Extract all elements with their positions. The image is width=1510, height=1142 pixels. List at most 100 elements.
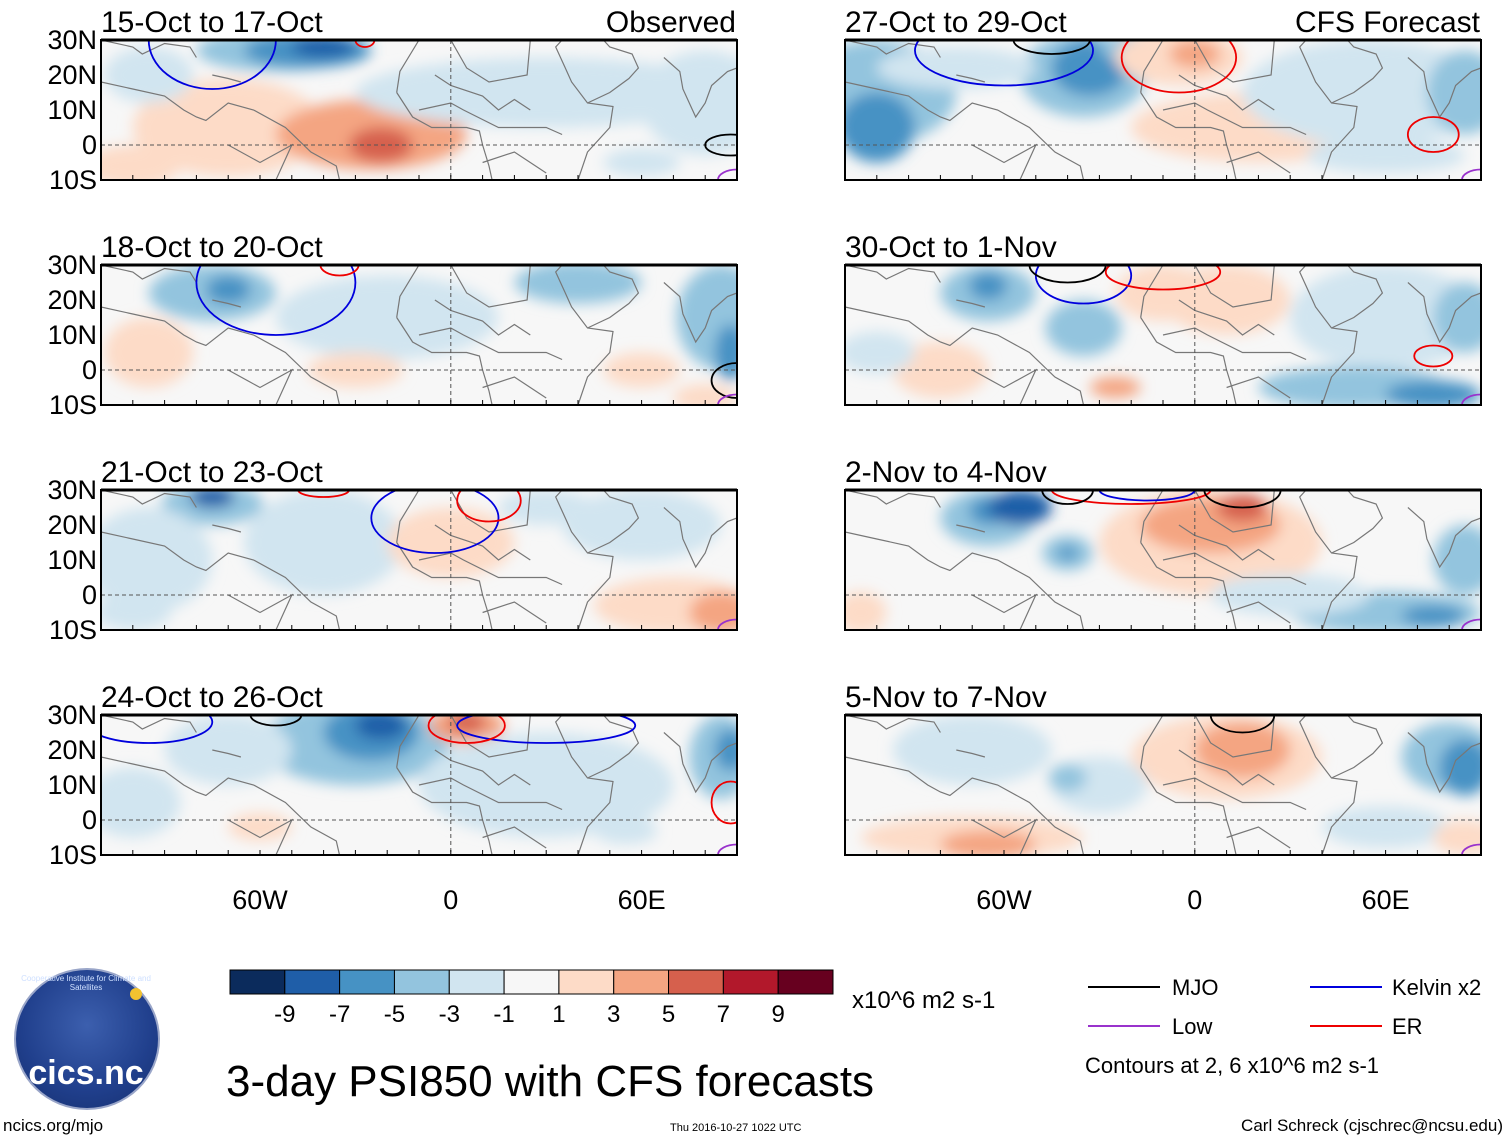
border-line <box>227 368 294 405</box>
anomaly-blob <box>1048 764 1087 792</box>
contour-mjo <box>1012 40 1091 55</box>
anomaly-blob <box>1385 380 1481 405</box>
x-tick-label: 0 <box>443 885 458 915</box>
border-line <box>396 715 420 768</box>
anomaly-blob <box>892 715 1052 785</box>
footer-website: ncics.org/mjo <box>3 1116 103 1135</box>
anomaly-blob <box>1322 806 1450 848</box>
panel-title: 30-Oct to 1-Nov <box>845 231 1057 264</box>
anomaly-blob <box>104 317 194 388</box>
contours <box>101 715 737 855</box>
border-line <box>1178 524 1275 561</box>
border-line <box>101 715 197 733</box>
contour-er <box>427 715 506 744</box>
y-tick-label: 0 <box>82 130 97 160</box>
anomaly-blob <box>1089 377 1141 398</box>
coastlines <box>101 265 737 405</box>
contour-mjo <box>1041 490 1094 505</box>
border-line <box>482 601 547 624</box>
panel-obs-4: 30N 20N 10N 0 10S 24-Oct to 26-Oct <box>47 681 738 870</box>
border-line <box>1331 265 1384 329</box>
border-line <box>212 524 242 533</box>
footer-author: Carl Schreck (cjschrec@ncsu.edu) <box>1241 1116 1503 1135</box>
anomaly-blob <box>349 127 413 163</box>
border-line <box>845 81 1085 180</box>
anomaly-blob <box>1401 605 1466 627</box>
contour-kelvin <box>195 265 357 336</box>
y-tick-label: 10N <box>47 320 97 350</box>
border-line <box>956 524 986 533</box>
colorbar-swatch <box>339 969 395 995</box>
border-line <box>845 40 941 58</box>
colorbar-swatch <box>613 969 670 995</box>
colorbar-label: 1 <box>552 1001 565 1028</box>
x-tick-label: 60W <box>232 885 288 915</box>
y-tick-label: 10N <box>47 770 97 800</box>
colorbar-swatch <box>448 969 505 995</box>
panel-title: 5-Nov to 7-Nov <box>845 681 1047 714</box>
border-line <box>1226 601 1291 624</box>
legend-label-low: Low <box>1172 1014 1212 1039</box>
colorbar-label: -9 <box>274 1001 295 1028</box>
border-line <box>845 715 941 733</box>
anomaly-blob <box>101 145 181 180</box>
y-tick-label: 10S <box>49 165 97 195</box>
legend-label-kelvin: Kelvin x2 <box>1392 975 1481 1000</box>
border-line <box>1226 376 1291 399</box>
border-line <box>845 265 941 283</box>
border-line <box>101 40 197 58</box>
anomaly-blob <box>673 384 737 405</box>
contour-er <box>1406 116 1460 153</box>
border-line <box>971 593 1038 630</box>
contours <box>1041 490 1481 630</box>
contour-er <box>354 40 376 48</box>
anomaly-blob <box>1439 739 1481 796</box>
x-axis-labels: 60W 0 60E 60W 0 60E <box>232 885 1409 915</box>
anomaly-blob <box>845 92 915 163</box>
border-line <box>227 143 294 180</box>
border-line <box>1162 102 1307 136</box>
colorbar-swatch <box>668 969 724 995</box>
border-line <box>956 749 986 758</box>
coastlines <box>101 490 737 630</box>
colorbar-swatch <box>393 969 450 995</box>
anomaly-blob <box>514 265 642 304</box>
border-line <box>482 826 547 849</box>
colorbar-label: -3 <box>439 1001 460 1028</box>
coastlines <box>101 40 737 180</box>
anomaly-blob <box>275 275 499 360</box>
anomaly-blob <box>689 591 737 630</box>
contour-mjo <box>1209 715 1276 734</box>
anomaly-blob <box>1433 282 1481 353</box>
border-line <box>212 74 242 83</box>
border-line <box>587 40 640 104</box>
border-line <box>587 490 640 554</box>
border-line <box>396 767 493 855</box>
y-tick-label: 10S <box>49 390 97 420</box>
cics-logo: Cooperative Institute for Climate and Sa… <box>12 968 160 1110</box>
border-line <box>434 299 531 336</box>
border-line <box>101 265 197 283</box>
y-tick-label: 30N <box>47 25 97 55</box>
colorbar-label: -1 <box>493 1001 514 1028</box>
anomaly-blob <box>940 830 1036 855</box>
border-line <box>227 593 294 630</box>
border-line <box>1407 732 1481 794</box>
colorbar-swatch <box>284 969 341 995</box>
anomaly-field <box>101 490 737 630</box>
contour-er <box>1120 40 1238 94</box>
border-line <box>1226 826 1291 849</box>
border-line <box>212 749 242 758</box>
anomaly-blob <box>355 715 407 740</box>
border-line <box>1407 282 1481 344</box>
anomaly-blob <box>1433 525 1481 595</box>
y-tick-label: 0 <box>82 580 97 610</box>
legend: MJO Kelvin x2 Low ER Contours at 2, 6 x1… <box>1085 975 1481 1078</box>
x-tick-label: 60E <box>618 885 666 915</box>
border-line <box>227 818 294 855</box>
anomaly-blob <box>593 816 658 845</box>
anomaly-blob <box>132 78 324 177</box>
colorbar-label: -7 <box>329 1001 350 1028</box>
anomaly-blob <box>498 490 594 525</box>
contour-kelvin <box>456 715 637 744</box>
